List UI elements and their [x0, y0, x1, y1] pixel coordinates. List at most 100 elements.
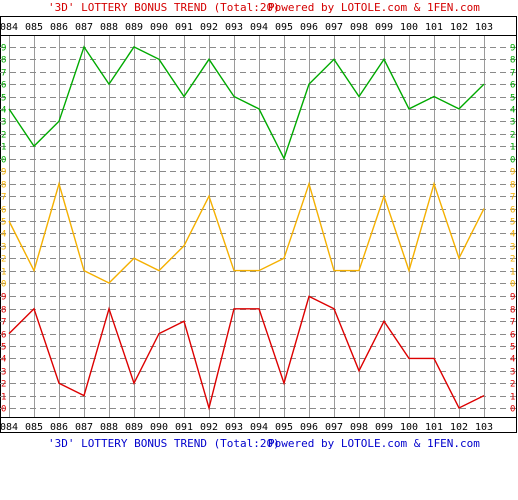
y-tick-label: 3: [510, 368, 515, 378]
y-tick-label: 7: [510, 193, 515, 203]
x-tick-label: 097: [325, 22, 343, 33]
y-tick-label: 9: [1, 44, 6, 54]
x-axis-labels-top: 084 085 086 087 088 089 090 091 092 093 094 095 096 0…: [0, 22, 493, 33]
y-tick-label: 2: [510, 380, 515, 390]
y-tick-label: 9: [1, 168, 6, 178]
x-tick-label: 099: [375, 22, 393, 33]
y-tick-label: 5: [1, 94, 6, 104]
x-tick-label: 103: [475, 422, 493, 433]
y-tick-label: 6: [510, 81, 515, 91]
y-tick-label: 0: [510, 156, 515, 166]
y-tick-label: 2: [510, 131, 515, 141]
x-tick-label: 084: [0, 22, 18, 33]
x-tick-label: 094: [250, 422, 268, 433]
series-line: [8, 295, 485, 411]
y-tick-label: 4: [1, 355, 6, 365]
y-tick-label: 1: [510, 143, 515, 153]
y-tick-label: 8: [1, 306, 6, 316]
y-tick-label: 7: [1, 193, 6, 203]
y-tick-label: 0: [1, 280, 6, 290]
y-tick-label: 0: [1, 156, 6, 166]
x-tick-label: 090: [150, 22, 168, 33]
x-tick-label: 099: [375, 422, 393, 433]
y-tick-label: 1: [510, 393, 515, 403]
y-tick-label: 3: [1, 243, 6, 253]
y-tick-label: 7: [510, 318, 515, 328]
x-tick-label: 088: [100, 22, 118, 33]
chart-footer-title: '3D' LOTTERY BONUS TREND (Total:20): [48, 437, 280, 450]
y-tick-label: 3: [1, 118, 6, 128]
plot-frame: [0, 16, 517, 433]
y-tick-label: 3: [1, 368, 6, 378]
y-tick-label: 8: [510, 181, 515, 191]
y-tick-label: 0: [510, 280, 515, 290]
y-tick-label: 4: [1, 230, 6, 240]
x-tick-label: 085: [25, 22, 43, 33]
series-line: [8, 45, 485, 161]
x-tick-label: 097: [325, 422, 343, 433]
y-tick-label: 2: [1, 131, 6, 141]
x-tick-label: 093: [225, 22, 243, 33]
x-tick-label: 089: [125, 422, 143, 433]
x-tick-label: 094: [250, 22, 268, 33]
x-tick-label: 103: [475, 22, 493, 33]
x-tick-label: 101: [425, 422, 443, 433]
series-line: [8, 181, 485, 284]
x-tick-label: 098: [350, 422, 368, 433]
y-tick-label: 4: [1, 106, 6, 116]
x-tick-label: 102: [450, 22, 468, 33]
y-tick-label: 4: [510, 355, 515, 365]
y-tick-label: 0: [1, 405, 6, 415]
x-tick-label: 092: [200, 22, 218, 33]
y-tick-label: 1: [1, 143, 6, 153]
y-tick-label: 5: [510, 94, 515, 104]
x-tick-label: 096: [300, 22, 318, 33]
x-tick-label: 098: [350, 22, 368, 33]
y-tick-label: 4: [510, 230, 515, 240]
y-tick-label: 4: [510, 106, 515, 116]
x-tick-label: 087: [75, 422, 93, 433]
y-tick-label: 0: [510, 405, 515, 415]
x-tick-label: 090: [150, 422, 168, 433]
x-tick-label: 102: [450, 422, 468, 433]
y-tick-label: 6: [1, 331, 6, 341]
y-tick-label: 9: [510, 44, 515, 54]
x-tick-label: 085: [25, 422, 43, 433]
y-tick-label: 6: [1, 206, 6, 216]
chart-header-credit: Powered by LOTOLE.com & 1FEN.com: [268, 1, 480, 14]
x-tick-label: 100: [400, 422, 418, 433]
y-tick-label: 9: [510, 168, 515, 178]
chart-header-title: '3D' LOTTERY BONUS TREND (Total:20): [48, 1, 280, 14]
x-tick-label: 093: [225, 422, 243, 433]
y-tick-label: 5: [510, 343, 515, 353]
y-tick-label: 2: [1, 255, 6, 265]
x-tick-label: 091: [175, 22, 193, 33]
y-tick-label: 8: [510, 56, 515, 66]
y-tick-label: 8: [510, 306, 515, 316]
y-tick-label: 5: [510, 218, 515, 228]
x-axis-labels-bottom: 084 085 086 087 088 089 090 091 092 093 094 095 096 0…: [0, 422, 493, 433]
x-tick-label: 088: [100, 422, 118, 433]
y-tick-label: 9: [1, 293, 6, 303]
y-tick-label: 3: [510, 243, 515, 253]
x-tick-label: 095: [275, 422, 293, 433]
y-tick-label: 8: [1, 56, 6, 66]
y-axis-labels-left: 0 1 2 3 4 5 6 7 8 9 0 1 2 3 4 5 6 7 8 9 0 1 2 3 4 5 6 7 8 9: [1, 44, 6, 415]
grid: [0, 16, 517, 433]
x-tick-label: 086: [50, 22, 68, 33]
y-tick-label: 6: [1, 81, 6, 91]
x-tick-label: 101: [425, 22, 443, 33]
chart-footer-credit: Powered by LOTOLE.com & 1FEN.com: [268, 437, 480, 450]
y-tick-label: 9: [510, 293, 515, 303]
x-tick-label: 084: [0, 422, 18, 433]
x-tick-label: 100: [400, 22, 418, 33]
y-tick-label: 2: [510, 255, 515, 265]
y-tick-label: 8: [1, 181, 6, 191]
x-tick-label: 096: [300, 422, 318, 433]
y-tick-label: 6: [510, 206, 515, 216]
y-tick-label: 1: [1, 393, 6, 403]
y-tick-label: 6: [510, 331, 515, 341]
series-lines: [8, 45, 485, 411]
x-tick-label: 092: [200, 422, 218, 433]
